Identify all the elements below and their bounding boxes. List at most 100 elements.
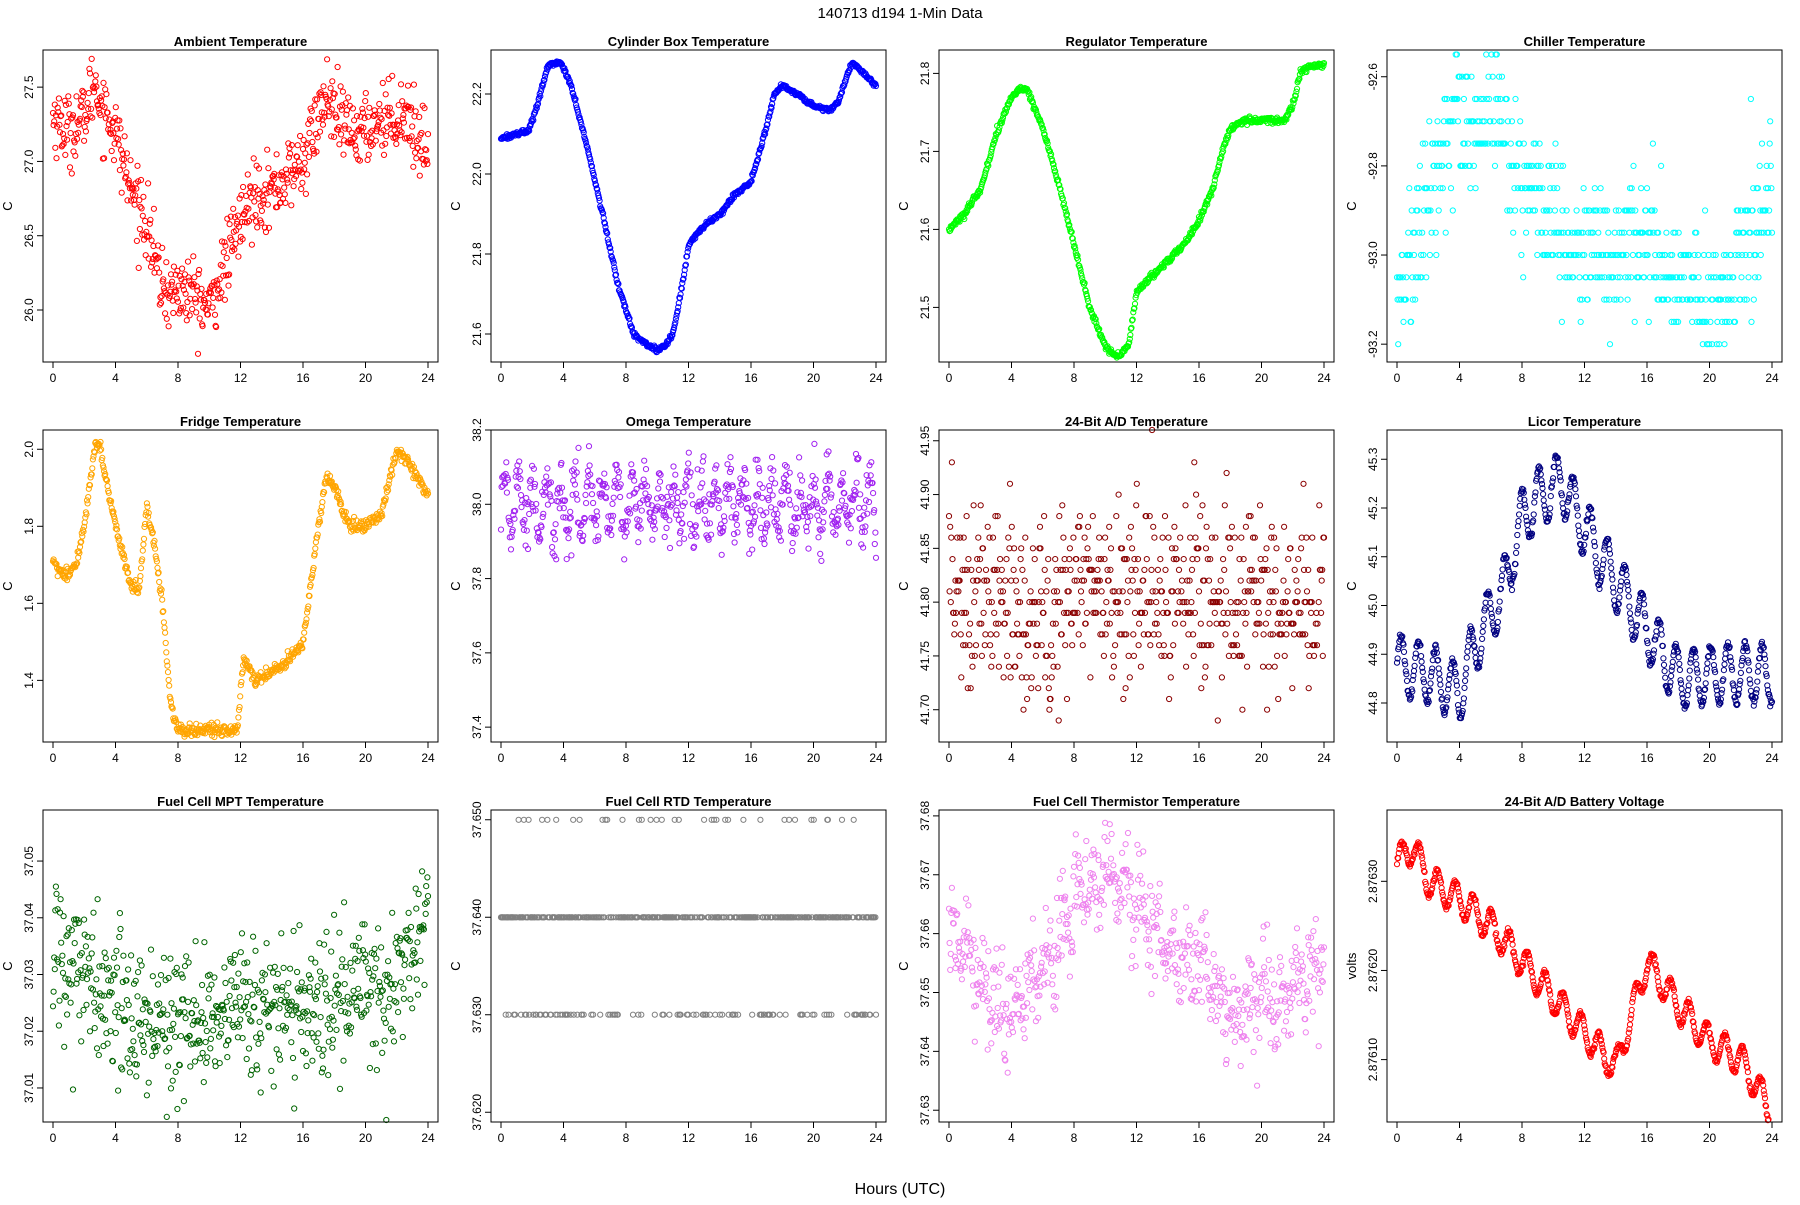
data-point <box>976 567 981 572</box>
data-point <box>1011 567 1016 572</box>
data-point <box>162 625 167 630</box>
data-point <box>341 152 346 157</box>
data-point <box>346 95 351 100</box>
data-point <box>160 597 165 602</box>
data-point <box>325 57 330 62</box>
data-point <box>1263 621 1268 626</box>
data-point <box>1019 546 1024 551</box>
data-point <box>646 502 651 507</box>
data-point <box>1181 621 1186 626</box>
data-point <box>185 299 190 304</box>
data-point <box>266 166 271 171</box>
data-point <box>822 492 827 497</box>
data-point <box>1204 524 1209 529</box>
x-tick-label: 16 <box>744 751 758 765</box>
data-point <box>952 621 957 626</box>
data-point <box>1532 500 1537 505</box>
data-point <box>1515 524 1520 529</box>
data-point <box>1020 567 1025 572</box>
data-point <box>611 495 616 500</box>
y-tick-label: 21.6 <box>918 217 932 241</box>
data-point <box>569 553 574 558</box>
data-point <box>667 518 672 523</box>
data-point <box>1203 664 1208 669</box>
y-tick-label: 37.4 <box>470 715 484 739</box>
data-point <box>166 324 171 329</box>
data-point <box>377 101 382 106</box>
data-point <box>750 547 755 552</box>
data-point <box>1438 682 1443 687</box>
x-tick-label: 24 <box>1317 371 1331 385</box>
data-point <box>713 466 718 471</box>
data-point <box>411 82 416 87</box>
data-point <box>1435 119 1440 124</box>
data-point <box>1541 492 1546 497</box>
data-point <box>1739 275 1744 280</box>
chart-title: Fridge Temperature <box>180 414 301 429</box>
y-tick-label: 22.0 <box>470 162 484 186</box>
data-point <box>1265 707 1270 712</box>
data-point <box>224 255 229 260</box>
data-point <box>339 132 344 137</box>
data-point <box>1519 252 1524 257</box>
data-point <box>1049 675 1054 680</box>
data-point <box>1184 664 1189 669</box>
data-point <box>1581 186 1586 191</box>
x-tick-label: 4 <box>560 371 567 385</box>
data-point <box>788 502 793 507</box>
data-point <box>1492 163 1497 168</box>
data-point <box>1555 186 1560 191</box>
data-point <box>223 243 228 248</box>
data-point <box>274 152 279 157</box>
data-point <box>249 242 254 247</box>
data-point <box>175 299 180 304</box>
data-point <box>291 184 296 189</box>
x-tick-label: 20 <box>359 371 373 385</box>
data-point <box>1015 621 1020 626</box>
data-point <box>365 157 370 162</box>
data-point <box>1172 621 1177 626</box>
data-point <box>1577 533 1582 538</box>
data-point <box>222 297 227 302</box>
data-point <box>589 492 594 497</box>
data-point <box>413 109 418 114</box>
data-point <box>773 481 778 486</box>
y-tick-label: 27.5 <box>22 75 36 99</box>
data-point <box>574 491 579 496</box>
data-point <box>1228 546 1233 551</box>
data-point <box>302 160 307 165</box>
data-point <box>1023 535 1028 540</box>
data-point <box>1090 514 1095 519</box>
data-point <box>383 92 388 97</box>
data-point <box>245 172 250 177</box>
data-point <box>352 135 357 140</box>
data-point <box>1757 163 1762 168</box>
data-point <box>1548 494 1553 499</box>
x-tick-label: 16 <box>296 751 310 765</box>
data-point <box>1163 567 1168 572</box>
x-tick-label: 12 <box>234 371 248 385</box>
data-point <box>968 621 973 626</box>
data-point <box>1103 535 1108 540</box>
data-point <box>1412 663 1417 668</box>
data-point <box>363 91 368 96</box>
data-point <box>971 503 976 508</box>
data-point <box>1189 567 1194 572</box>
data-point <box>52 102 57 107</box>
data-point <box>677 541 682 546</box>
y-axis-label: C <box>896 201 911 210</box>
data-point <box>1664 230 1669 235</box>
data-point <box>989 664 994 669</box>
data-point <box>1042 567 1047 572</box>
data-point <box>83 515 88 520</box>
y-axis-label: C <box>0 581 15 590</box>
data-point <box>629 462 634 467</box>
data-point <box>259 208 264 213</box>
x-tick-label: 20 <box>1255 751 1269 765</box>
data-point <box>947 589 952 594</box>
data-point <box>1079 600 1084 605</box>
data-point <box>1257 503 1262 508</box>
